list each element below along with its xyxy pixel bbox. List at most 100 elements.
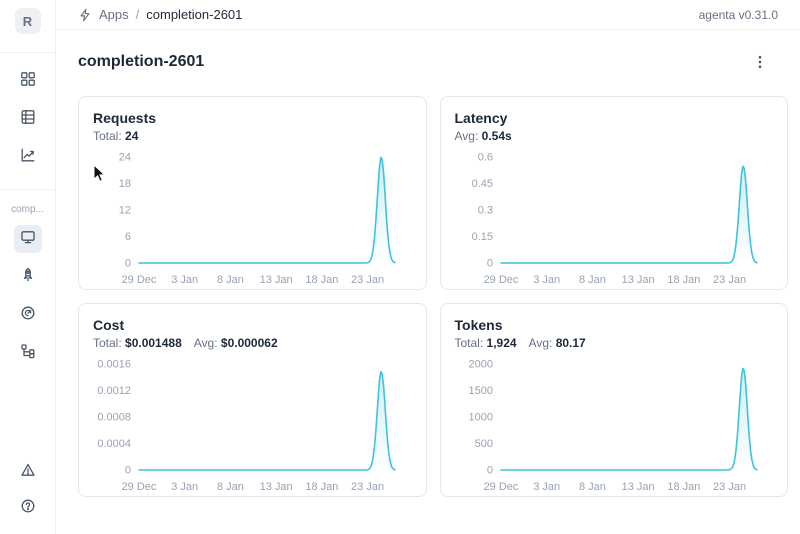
svg-text:23 Jan: 23 Jan [713, 481, 746, 493]
svg-text:0: 0 [486, 465, 492, 477]
version-label: agenta v0.31.0 [698, 7, 778, 22]
svg-text:23 Jan: 23 Jan [351, 274, 384, 286]
card-title-cost: Cost [93, 317, 125, 333]
svg-text:3 Jan: 3 Jan [171, 481, 198, 493]
svg-text:1500: 1500 [468, 385, 492, 397]
svg-text:13 Jan: 13 Jan [621, 274, 654, 286]
sidebar-item-overview[interactable] [13, 225, 42, 253]
workspace-avatar[interactable]: R [14, 8, 41, 34]
metrics-grid: Requests Total: 24 0 6 12 18 24 29 Dec 3 Jan 8 Ja… [56, 74, 800, 509]
breadcrumb: Apps / completion-2601 [78, 7, 242, 22]
svg-text:1000: 1000 [468, 412, 492, 424]
svg-text:8 Jan: 8 Jan [217, 274, 244, 286]
svg-text:0.0016: 0.0016 [97, 359, 131, 371]
svg-text:0.0008: 0.0008 [97, 412, 131, 424]
breadcrumb-separator: / [135, 7, 140, 22]
svg-text:18 Jan: 18 Jan [305, 481, 338, 493]
overview-monitor-icon [20, 229, 36, 250]
sidebar-nav-top [14, 67, 42, 171]
svg-text:0.3: 0.3 [477, 205, 492, 217]
svg-text:24: 24 [119, 152, 131, 164]
latency-chart: 0 0.15 0.3 0.45 0.6 29 Dec 3 Jan 8 Jan 13 Jan 18 … [471, 152, 758, 286]
sidebar-item-help[interactable] [14, 494, 42, 522]
card-stats-latency: Avg: 0.54s [455, 129, 774, 143]
test-sets-icon [20, 109, 36, 130]
svg-text:23 Jan: 23 Jan [713, 274, 746, 286]
svg-text:0.45: 0.45 [471, 178, 492, 190]
svg-text:500: 500 [474, 438, 492, 450]
card-title-requests: Requests [93, 110, 157, 126]
svg-text:12: 12 [119, 205, 131, 217]
sidebar-app-label: comp... [11, 204, 44, 215]
svg-text:0: 0 [486, 258, 492, 270]
svg-text:29 Dec: 29 Dec [122, 481, 157, 493]
sidebar-item-deployments[interactable] [14, 263, 42, 291]
stat: Avg: $0.000062 [193, 336, 278, 350]
deployments-rocket-icon [20, 267, 36, 288]
metric-card-tokens: Tokens Total: 1,924 Avg: 80.17 0 500 1000 1500… [439, 303, 788, 497]
kebab-dots-icon [758, 55, 762, 69]
sidebar-item-test-sets[interactable] [14, 105, 42, 133]
svg-text:29 Dec: 29 Dec [483, 274, 518, 286]
main-area: Apps / completion-2601 agenta v0.31.0 co… [56, 0, 800, 534]
svg-text:0.6: 0.6 [477, 152, 492, 164]
svg-text:0.15: 0.15 [471, 231, 492, 243]
page-title: completion-2601 [78, 53, 205, 70]
requests-chart: 0 6 12 18 24 29 Dec 3 Jan 8 Jan 13 Jan 18 Jan 23 J… [119, 152, 396, 286]
svg-text:0.0012: 0.0012 [97, 385, 131, 397]
observability-chart-icon [20, 147, 36, 168]
sidebar-divider [0, 52, 56, 53]
sidebar-item-apps[interactable] [14, 67, 42, 95]
svg-text:8 Jan: 8 Jan [578, 274, 605, 286]
alerts-triangle-icon [20, 462, 36, 483]
stat: Total: $0.001488 [93, 336, 182, 350]
card-title-latency: Latency [454, 110, 508, 126]
svg-text:8 Jan: 8 Jan [578, 481, 605, 493]
apps-grid-icon [20, 71, 36, 92]
sidebar-item-observability[interactable] [14, 143, 42, 171]
tokens-chart: 0 500 1000 1500 2000 29 Dec 3 Jan 8 Jan 13 Jan 18… [468, 359, 758, 493]
breadcrumb-apps-link[interactable]: Apps [99, 7, 129, 22]
svg-text:0: 0 [125, 465, 131, 477]
svg-text:18 Jan: 18 Jan [667, 481, 700, 493]
svg-text:6: 6 [125, 231, 131, 243]
svg-text:23 Jan: 23 Jan [351, 481, 384, 493]
svg-text:3 Jan: 3 Jan [533, 481, 560, 493]
svg-text:0: 0 [125, 258, 131, 270]
stat: Total: 24 [93, 129, 139, 143]
sidebar-nav-bottom [14, 458, 42, 522]
card-title-tokens: Tokens [454, 317, 503, 333]
card-stats-requests: Total: 24 [93, 129, 412, 143]
evaluations-dial-icon [20, 305, 36, 326]
metric-card-latency: Latency Avg: 0.54s 0 0.15 0.3 0.45 0.6 29 Dec 3 … [439, 96, 788, 290]
sidebar-divider [0, 189, 56, 190]
sidebar-item-traces[interactable] [14, 339, 42, 367]
lightning-icon [78, 8, 92, 22]
help-icon [20, 498, 36, 519]
svg-text:13 Jan: 13 Jan [260, 274, 293, 286]
metric-card-requests: Requests Total: 24 0 6 12 18 24 29 Dec 3 Jan 8 Ja… [78, 96, 427, 290]
svg-text:8 Jan: 8 Jan [217, 481, 244, 493]
svg-text:0.0004: 0.0004 [97, 438, 131, 450]
svg-text:13 Jan: 13 Jan [621, 481, 654, 493]
svg-text:3 Jan: 3 Jan [533, 274, 560, 286]
title-row: completion-2601 [56, 30, 800, 74]
svg-text:18 Jan: 18 Jan [667, 274, 700, 286]
kebab-menu-button[interactable] [748, 50, 772, 74]
svg-text:18 Jan: 18 Jan [305, 274, 338, 286]
traces-tree-icon [20, 343, 36, 364]
svg-text:3 Jan: 3 Jan [171, 274, 198, 286]
card-stats-cost: Total: $0.001488 Avg: $0.000062 [93, 336, 412, 350]
top-bar: Apps / completion-2601 agenta v0.31.0 [56, 0, 800, 30]
svg-text:18: 18 [119, 178, 131, 190]
sidebar-item-alerts[interactable] [14, 458, 42, 486]
stat: Total: 1,924 [454, 336, 517, 350]
breadcrumb-current: completion-2601 [146, 7, 243, 22]
svg-text:29 Dec: 29 Dec [483, 481, 518, 493]
svg-text:2000: 2000 [468, 359, 492, 371]
svg-text:29 Dec: 29 Dec [122, 274, 157, 286]
sidebar-item-evaluations[interactable] [14, 301, 42, 329]
sidebar-nav-app [13, 225, 42, 367]
sidebar: R comp... [0, 0, 56, 534]
